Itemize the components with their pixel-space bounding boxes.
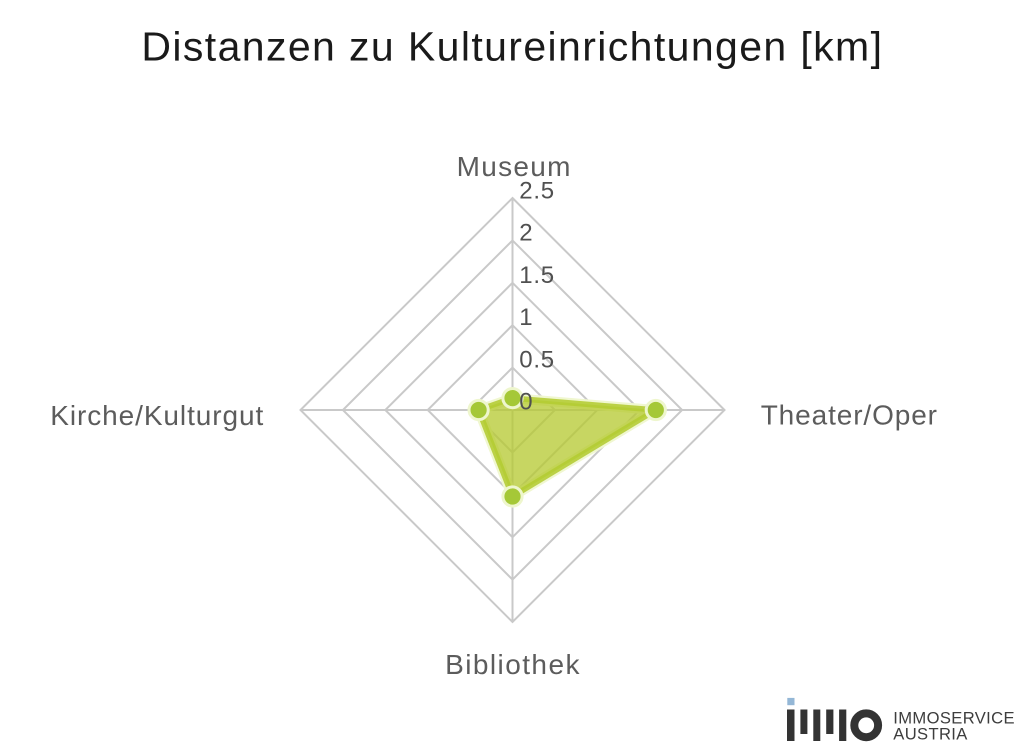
svg-text:0.5: 0.5 <box>519 347 554 374</box>
svg-text:Bibliothek: Bibliothek <box>445 649 581 680</box>
svg-text:1.5: 1.5 <box>519 262 554 289</box>
svg-text:Kirche/Kulturgut: Kirche/Kulturgut <box>50 400 264 431</box>
svg-text:IMMOSERVICE: IMMOSERVICE <box>893 709 1015 728</box>
svg-text:0: 0 <box>519 389 532 416</box>
svg-text:2: 2 <box>519 219 532 246</box>
svg-text:Theater/Oper: Theater/Oper <box>761 400 938 431</box>
svg-text:Museum: Museum <box>457 151 572 182</box>
svg-text:1: 1 <box>519 304 532 331</box>
svg-text:AUSTRIA: AUSTRIA <box>893 725 968 744</box>
svg-text:Distanzen zu Kultureinrichtung: Distanzen zu Kultureinrichtungen [km] <box>141 24 883 70</box>
svg-text:2.5: 2.5 <box>519 178 554 205</box>
